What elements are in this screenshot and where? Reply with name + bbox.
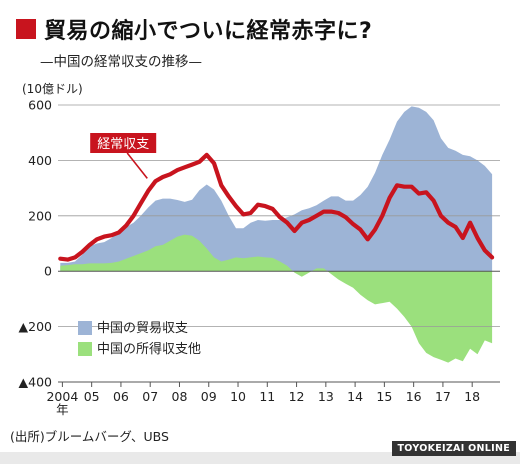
x-tick-label: 11	[259, 389, 275, 404]
chart-subtitle: —中国の経常収支の推移—	[40, 54, 202, 70]
x-tick-label: 10	[230, 389, 246, 404]
x-tick-label: 15	[376, 389, 392, 404]
publisher-credit: TOYOKEIZAI ONLINE	[391, 441, 516, 456]
legend-swatch-trade	[78, 321, 92, 335]
x-tick-label: 07	[142, 389, 158, 404]
x-tick-label: 14	[347, 389, 363, 404]
y-tick-label: 0	[44, 264, 52, 279]
current-account-line	[58, 152, 495, 262]
current-account-callout-box	[90, 133, 157, 153]
footer	[0, 440, 520, 464]
y-tick-label: 600	[28, 98, 52, 113]
x-tick-label: 09	[201, 389, 217, 404]
income-balance-area	[60, 234, 493, 363]
trade-balance-area	[60, 106, 493, 272]
y-tick-label: 200	[28, 208, 52, 223]
current-account-callout-leader	[126, 152, 148, 179]
y-tick-label: 400	[28, 153, 52, 168]
x-tick-label: 12	[289, 389, 305, 404]
source-note: (出所)ブルームバーグ、UBS	[10, 429, 169, 444]
legend-label-income: 中国の所得収支他	[97, 341, 201, 357]
x-tick-label: 08	[172, 389, 188, 404]
x-tick-label: 17	[435, 389, 451, 404]
x-tick-label: 06	[113, 389, 129, 404]
y-axis-unit-label: (10億ドル)	[22, 82, 83, 96]
current-account-callout-label: 経常収支	[97, 137, 149, 152]
y-tick-label: ▲400	[19, 375, 53, 390]
legend-swatch-income	[78, 342, 92, 356]
x-tick-label: 18	[464, 389, 480, 404]
chart-title: 貿易の縮小でついに経常赤字に?	[44, 19, 373, 44]
legend-label-trade: 中国の貿易収支	[97, 321, 188, 336]
footer-bar	[0, 452, 520, 464]
title-marker	[16, 19, 36, 39]
x-tick-label: 05	[84, 389, 100, 404]
x-tick-sublabel: 年	[56, 402, 69, 417]
y-tick-label: ▲200	[19, 319, 53, 334]
x-tick-label: 13	[318, 389, 334, 404]
x-tick-label: 2004	[46, 389, 78, 404]
chart-title-wrap: 貿易の縮小でついに経常赤字に?	[16, 14, 372, 44]
x-tick-label: 16	[406, 389, 422, 404]
